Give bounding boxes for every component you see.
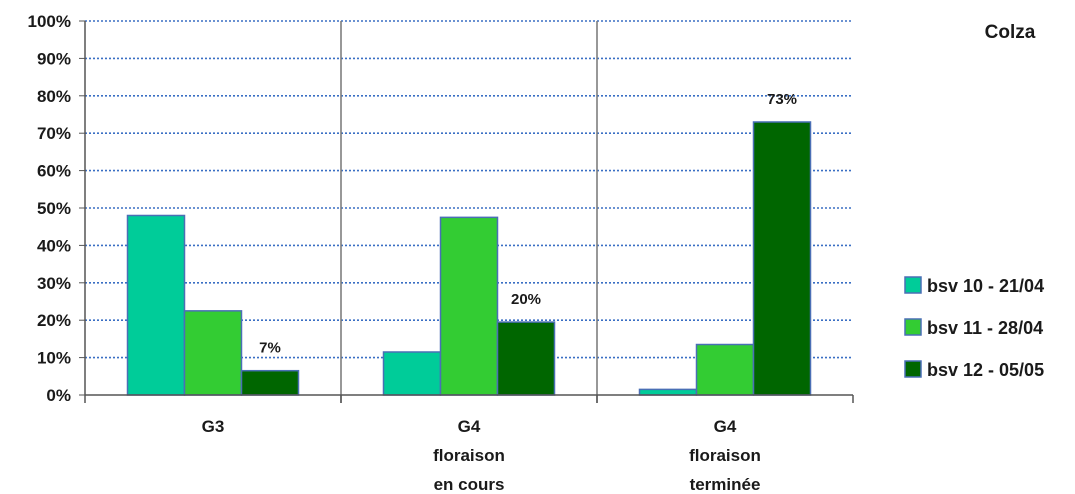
bar <box>638 388 698 396</box>
bar <box>439 216 499 396</box>
bar <box>496 321 556 396</box>
chart-title: Colza <box>985 22 1036 43</box>
category-label: G4 <box>458 417 481 436</box>
legend-label: bsv 10 - 21/04 <box>927 276 1044 296</box>
data-label: 20% <box>511 291 541 308</box>
category-label: G4 <box>714 417 737 436</box>
legend-label: bsv 12 - 05/05 <box>927 360 1044 380</box>
category-separators <box>340 21 598 403</box>
axes <box>84 21 854 403</box>
y-tick-label: 10% <box>37 349 71 368</box>
bars <box>126 121 812 396</box>
y-tick-label: 30% <box>37 274 71 293</box>
bar <box>695 343 755 396</box>
category-label: terminée <box>690 475 761 494</box>
bar <box>752 121 812 396</box>
legend-label: bsv 11 - 28/04 <box>927 318 1043 338</box>
category-label: G3 <box>202 417 225 436</box>
legend: bsv 10 - 21/04 bsv 11 - 28/04 bsv 12 - 05/… <box>904 276 1044 380</box>
bar <box>240 369 300 396</box>
data-label: 7% <box>259 340 281 357</box>
y-tick-labels: 0% 10% 20% 30% 40% 50% 60% 70% 80% 90% 100% <box>28 12 71 405</box>
y-tick-label: 80% <box>37 87 71 106</box>
data-labels: 7% 20% 73% <box>259 91 797 357</box>
bar <box>126 214 186 396</box>
data-label: 73% <box>767 91 797 108</box>
category-label: en cours <box>434 475 505 494</box>
legend-swatch <box>904 276 922 294</box>
legend-swatch <box>904 360 922 378</box>
bar <box>183 310 243 396</box>
category-label: floraison <box>433 446 505 465</box>
y-tick-label: 50% <box>37 199 71 218</box>
y-tick-label: 60% <box>37 162 71 181</box>
y-tick-label: 0% <box>46 386 71 405</box>
category-label: floraison <box>689 446 761 465</box>
y-tick-label: 70% <box>37 124 71 143</box>
category-labels: G3 G4 floraison en cours G4 floraison terminée <box>202 417 761 494</box>
legend-swatch <box>904 318 922 336</box>
y-tick-label: 20% <box>37 311 71 330</box>
y-tick-label: 40% <box>37 236 71 255</box>
bar <box>382 351 442 396</box>
y-tick-label: 100% <box>28 12 71 31</box>
y-tick-label: 90% <box>37 49 71 68</box>
